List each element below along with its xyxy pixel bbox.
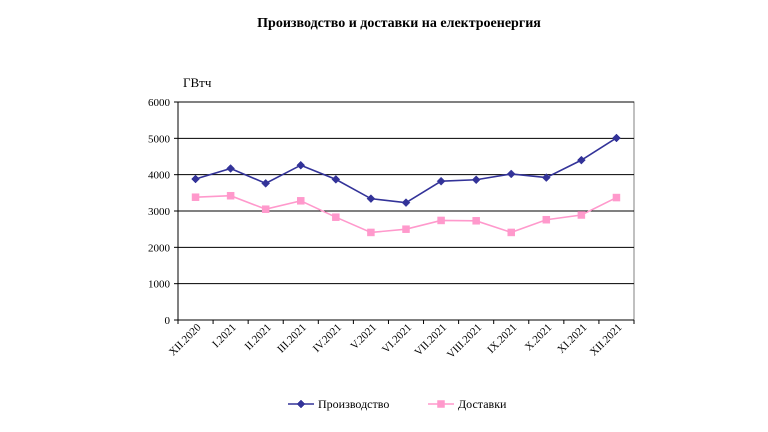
data-point — [331, 175, 341, 184]
data-point — [612, 193, 621, 202]
data-point — [226, 164, 235, 173]
data-point — [332, 213, 340, 221]
data-point — [507, 228, 515, 237]
y-tick-label: 1000 — [148, 279, 171, 291]
x-tick-label: VII.2021 — [412, 322, 449, 359]
data-point — [226, 191, 235, 200]
data-point — [612, 133, 621, 143]
data-point — [541, 173, 551, 182]
x-tick-label: XII.2021 — [588, 322, 625, 359]
series-2 — [191, 191, 621, 237]
x-tick-label: XII.2020 — [167, 321, 204, 358]
x-tick-label: XI.2021 — [555, 322, 589, 356]
x-tick-label: V.2021 — [348, 322, 379, 353]
legend-item: Доставки — [428, 397, 507, 411]
data-point — [296, 160, 306, 170]
legend: Производство Доставки — [288, 397, 507, 411]
x-tick-label: X.2021 — [523, 322, 555, 354]
legend-label: Производство — [318, 397, 389, 411]
y-tick-label: 0 — [165, 315, 171, 327]
data-point — [261, 179, 271, 188]
legend-label: Доставки — [458, 397, 507, 411]
data-point — [472, 217, 480, 225]
data-point — [437, 216, 445, 225]
data-point — [436, 176, 446, 186]
data-point — [191, 174, 200, 184]
chart-title: Производство и доставки на електроенерги… — [257, 16, 541, 31]
x-tick-label: IX.2021 — [485, 322, 519, 356]
x-tick-label: III.2021 — [275, 322, 309, 356]
series-layer — [191, 133, 621, 237]
x-tick-label: VI.2021 — [380, 322, 414, 356]
y-tick-label: 5000 — [148, 133, 171, 145]
plot-area — [177, 101, 635, 321]
legend-item: Производство — [288, 397, 389, 411]
data-point — [506, 169, 516, 179]
data-point — [401, 198, 411, 207]
series-1 — [191, 133, 621, 207]
x-tick-label: I.2021 — [210, 322, 239, 351]
y-tick-label: 2000 — [148, 242, 171, 254]
x-tick-label: II.2021 — [243, 322, 274, 353]
data-point — [191, 193, 200, 201]
x-axis: XII.2020 I.2021 II.2021 III.2021 IV.2021 V.20… — [167, 319, 635, 361]
data-point — [577, 211, 586, 219]
y-tick-label: 3000 — [148, 206, 171, 218]
data-point — [471, 175, 481, 185]
data-point — [402, 225, 410, 233]
data-point — [366, 194, 376, 204]
y-axis: 0 1000 2000 3000 4000 5000 6000 — [148, 97, 179, 327]
legend-marker — [296, 399, 306, 409]
data-point — [542, 215, 551, 224]
data-point — [261, 205, 270, 213]
data-point — [367, 228, 375, 237]
y-axis-unit-label: ГВтч — [183, 75, 212, 90]
x-tick-label: IV.2021 — [311, 322, 344, 355]
y-tick-label: 4000 — [148, 170, 171, 182]
data-point — [577, 155, 586, 165]
legend-marker — [437, 400, 445, 408]
y-tick-label: 6000 — [148, 97, 171, 109]
data-point — [297, 197, 305, 205]
x-tick-label: VIII.2021 — [445, 322, 484, 361]
